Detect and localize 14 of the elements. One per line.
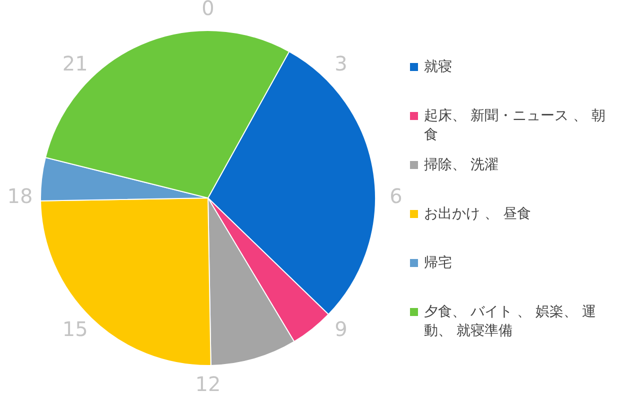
legend-label: 帰宅	[424, 254, 452, 273]
text: 9	[334, 317, 348, 342]
legend-label: 起床、 新聞・ニュース 、 朝食	[424, 107, 606, 145]
text: 3	[334, 51, 348, 76]
legend-label: 就寝	[424, 58, 452, 77]
text: 6	[390, 184, 402, 208]
legend-label: お出かけ 、 昼食	[424, 205, 531, 224]
text: 15	[62, 317, 88, 342]
text: 0	[202, 0, 214, 20]
legend-label: 夕食、 バイト 、 娯楽、 運動、 就寝準備	[424, 303, 597, 341]
legend-label: 掃除、 洗濯	[424, 156, 498, 175]
text: 12	[195, 372, 221, 396]
text: 21	[62, 51, 88, 76]
text: 18	[7, 184, 33, 208]
